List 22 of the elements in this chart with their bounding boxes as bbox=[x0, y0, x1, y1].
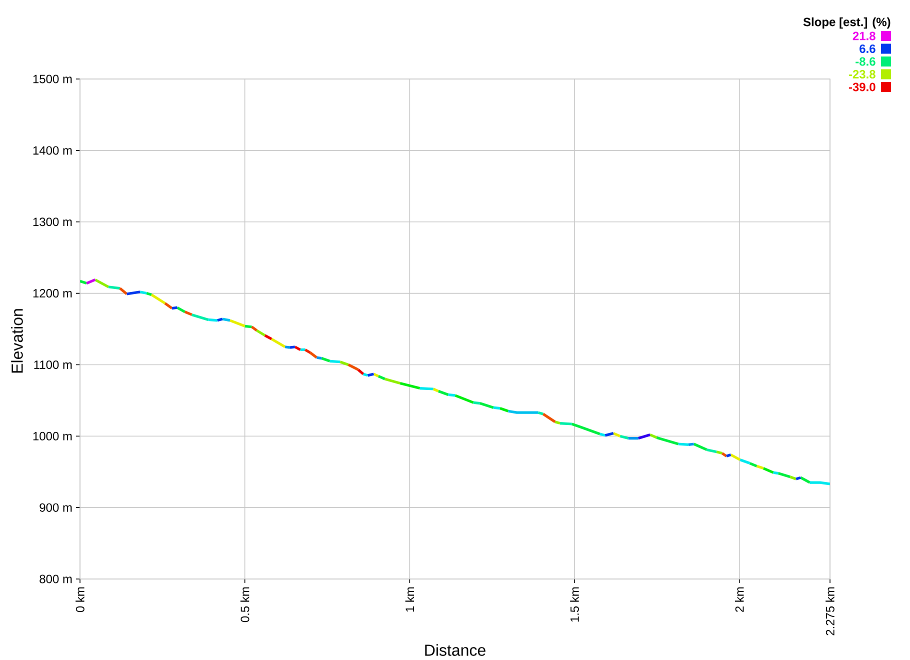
x-tick-label: 1.5 km bbox=[570, 587, 579, 622]
color-bar-label: -39.0 bbox=[848, 82, 876, 92]
y-tick-label: 1400 m bbox=[33, 146, 72, 155]
x-tick-label: 0 km bbox=[76, 587, 84, 612]
y-tick-label: 900 m bbox=[40, 503, 72, 512]
y-tick-label: 800 m bbox=[40, 574, 72, 584]
x-tick-label: 1 km bbox=[405, 587, 414, 612]
y-tick-label: 1000 m bbox=[33, 432, 72, 440]
y-tick-label: 1500 m bbox=[33, 74, 72, 84]
y-tick-label: 1100 m bbox=[34, 360, 72, 369]
x-tick-label: 2 km bbox=[734, 587, 744, 612]
color-bar-label: 6.6 bbox=[860, 44, 876, 53]
y-tick-label: 1300 m bbox=[33, 218, 72, 226]
color-bar-title: Slope [est.] (%) bbox=[803, 17, 890, 29]
y-tick-label: 1200 m bbox=[33, 289, 72, 298]
color-bar-label: -8.6 bbox=[856, 57, 876, 66]
x-tick-label: 0.5 km bbox=[240, 587, 250, 622]
x-axis-title: Distance bbox=[425, 644, 486, 656]
color-bar-label: -23.8 bbox=[848, 70, 876, 79]
x-tick-label: 2.275 km bbox=[826, 587, 834, 636]
y-axis-title: Elevation bbox=[11, 309, 23, 373]
color-bar-label: 21.8 bbox=[852, 32, 876, 40]
